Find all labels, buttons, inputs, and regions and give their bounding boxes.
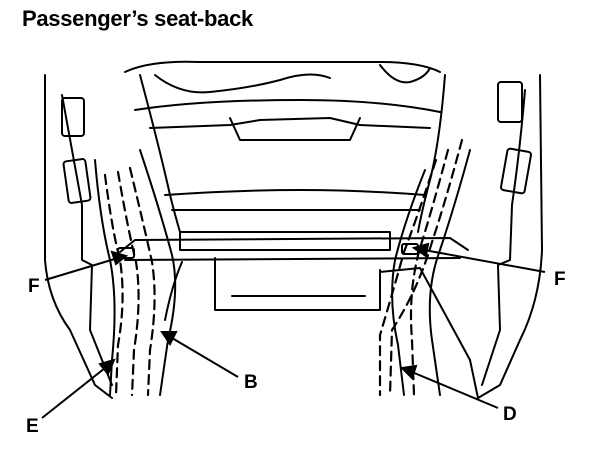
lower-center-box [214, 257, 381, 311]
left-rail-inner [139, 149, 177, 396]
callout-b: B [244, 372, 258, 393]
leader-f-left [44, 257, 119, 281]
left-lower-wedge [164, 261, 183, 321]
wire-loop-top-2 [379, 64, 431, 84]
seat-frame-right [477, 74, 543, 399]
right-lower-clip [500, 147, 532, 195]
arrowhead-d [399, 364, 418, 380]
cable-e-1 [103, 173, 124, 397]
right-rail-outer [428, 149, 471, 396]
right-lower-wedge [379, 267, 479, 399]
cable-d-1 [409, 148, 450, 397]
leader-d [411, 371, 499, 409]
leader-b [171, 337, 239, 378]
callout-f-right: F [554, 269, 566, 290]
left-lower-clip [62, 158, 92, 204]
headrest-bracket [229, 117, 361, 141]
lower-cross-member-bottom [124, 257, 461, 261]
callout-e: E [26, 416, 39, 437]
seat-frame-left [44, 74, 113, 399]
cable-d-3 [378, 158, 438, 397]
upper-crossbar [134, 99, 441, 113]
cable-e-2 [116, 170, 140, 397]
left-upper-clip [61, 97, 85, 137]
leader-e [41, 367, 106, 419]
leader-f-right [423, 249, 546, 273]
arrowhead-b [160, 331, 178, 346]
arrowhead-f-left [110, 250, 129, 266]
back-panel-upper [164, 189, 426, 196]
upper-seat-frame [124, 60, 441, 73]
wire-loop-top [154, 73, 331, 94]
upper-crossbar-inner [149, 117, 431, 129]
seat-side-panel-right [481, 89, 526, 386]
callout-d: D [503, 404, 517, 425]
right-rail-inner [391, 169, 426, 396]
diagram-title: Passenger’s seat-back [22, 6, 253, 31]
arrowhead-e [98, 358, 116, 376]
back-panel-left-edge [139, 74, 181, 233]
cable-b-1 [128, 166, 156, 397]
lower-cross-member [119, 237, 469, 253]
lower-cross-plate [179, 231, 391, 251]
callout-f-left: F [28, 276, 40, 297]
cable-d-2 [388, 138, 464, 397]
arrowhead-f-right [411, 242, 430, 258]
right-upper-clip [497, 81, 523, 123]
seat-side-panel-left [61, 94, 113, 386]
